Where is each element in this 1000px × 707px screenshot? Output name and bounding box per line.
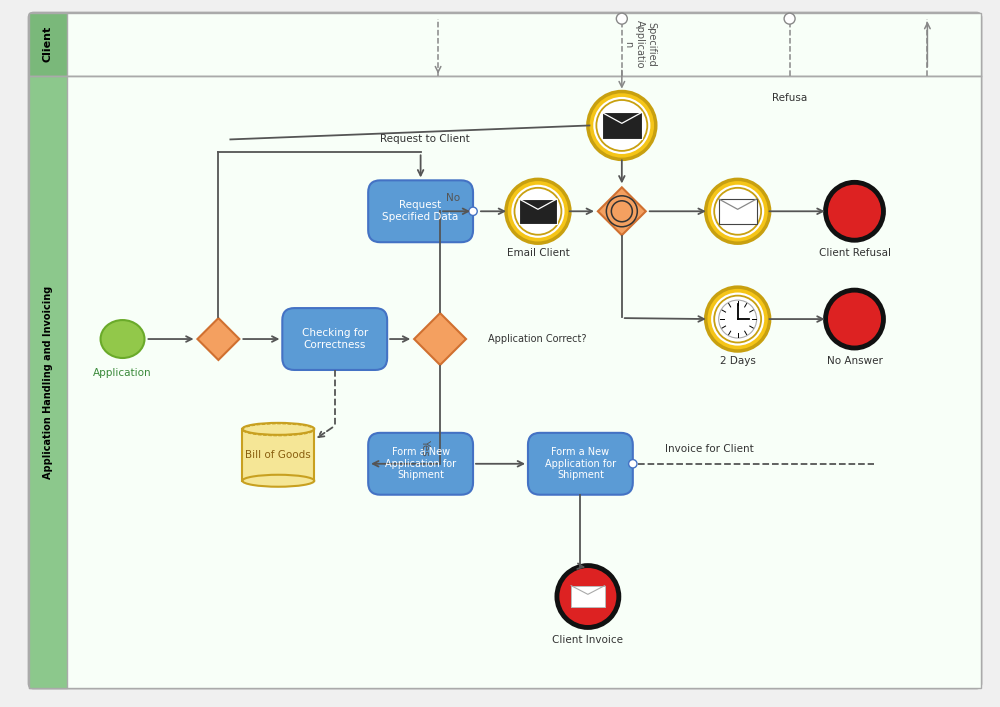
Polygon shape xyxy=(414,313,466,365)
Circle shape xyxy=(719,300,757,338)
Text: Client Refusal: Client Refusal xyxy=(819,248,891,258)
Text: Checking for
Correctness: Checking for Correctness xyxy=(302,328,368,350)
Circle shape xyxy=(557,566,619,627)
FancyBboxPatch shape xyxy=(528,433,633,495)
Text: Request
Specified Data: Request Specified Data xyxy=(382,201,459,222)
Bar xyxy=(519,199,557,223)
Circle shape xyxy=(616,13,627,24)
Circle shape xyxy=(469,207,477,216)
Bar xyxy=(242,429,314,481)
Circle shape xyxy=(588,91,656,159)
Text: Email Client: Email Client xyxy=(507,248,569,258)
Text: Client Invoice: Client Invoice xyxy=(552,636,623,645)
Circle shape xyxy=(514,188,561,235)
Circle shape xyxy=(784,13,795,24)
Bar xyxy=(719,199,757,223)
Bar xyxy=(29,13,981,76)
Text: Refusa: Refusa xyxy=(772,93,807,103)
Text: Invoice for Client: Invoice for Client xyxy=(665,444,754,454)
Text: Client: Client xyxy=(43,26,53,62)
Circle shape xyxy=(592,95,652,156)
Bar xyxy=(29,76,981,689)
Circle shape xyxy=(826,290,883,348)
Text: Application: Application xyxy=(93,368,152,378)
FancyBboxPatch shape xyxy=(29,13,981,689)
Ellipse shape xyxy=(101,320,144,358)
Circle shape xyxy=(506,180,570,243)
Text: Application Handling and Invoicing: Application Handling and Invoicing xyxy=(43,286,53,479)
FancyBboxPatch shape xyxy=(282,308,387,370)
Text: 2 Days: 2 Days xyxy=(720,356,756,366)
Circle shape xyxy=(510,183,566,239)
Bar xyxy=(29,76,67,689)
Ellipse shape xyxy=(242,475,314,486)
FancyBboxPatch shape xyxy=(368,180,473,243)
Circle shape xyxy=(710,183,766,239)
Polygon shape xyxy=(197,318,239,360)
Text: No: No xyxy=(446,193,460,204)
Text: Bill of Goods: Bill of Goods xyxy=(245,450,311,460)
Text: No Answer: No Answer xyxy=(827,356,882,366)
Circle shape xyxy=(714,296,761,342)
Circle shape xyxy=(706,180,770,243)
Circle shape xyxy=(710,291,766,347)
Text: Yes: Yes xyxy=(420,440,430,456)
Text: Specified
Applicatio
n: Specified Applicatio n xyxy=(623,20,656,69)
Text: Form a New
Application for
Shipment: Form a New Application for Shipment xyxy=(385,448,456,480)
Bar xyxy=(29,13,67,76)
Circle shape xyxy=(629,460,637,468)
Circle shape xyxy=(826,182,883,240)
FancyBboxPatch shape xyxy=(368,433,473,495)
Text: Form a New
Application for
Shipment: Form a New Application for Shipment xyxy=(545,448,616,480)
Ellipse shape xyxy=(242,423,314,435)
Circle shape xyxy=(706,287,770,351)
Text: Request to Client: Request to Client xyxy=(380,134,470,144)
Bar xyxy=(571,585,605,607)
Polygon shape xyxy=(598,187,646,235)
Circle shape xyxy=(714,188,761,235)
Bar xyxy=(602,112,642,139)
Circle shape xyxy=(596,100,647,151)
Text: Application Correct?: Application Correct? xyxy=(488,334,587,344)
